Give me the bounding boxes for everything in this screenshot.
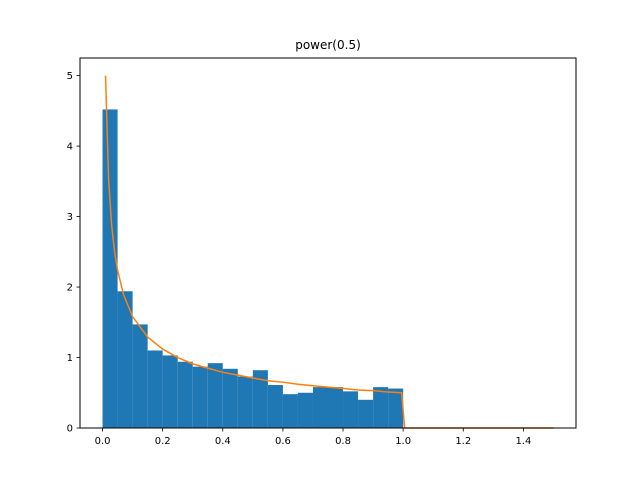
histogram-bar — [297, 392, 313, 428]
histogram-bar — [388, 388, 404, 428]
histogram-bar — [358, 399, 374, 428]
y-tick-label: 1 — [67, 353, 73, 364]
histogram-bar — [207, 363, 223, 428]
x-tick-label: 0.2 — [155, 436, 171, 447]
y-axis-ticks: 0 1 2 3 4 5 — [67, 71, 80, 435]
x-tick-label: 0.6 — [275, 436, 291, 447]
histogram-bar — [252, 370, 268, 428]
histogram-bar — [312, 387, 328, 428]
x-tick-label: 1.0 — [395, 436, 411, 447]
histogram-bar — [237, 376, 253, 428]
y-tick-label: 4 — [67, 142, 73, 153]
histogram-bar — [282, 394, 298, 428]
histogram-bar — [343, 391, 359, 428]
histogram-bar — [222, 368, 238, 428]
histogram-bar — [177, 361, 193, 428]
chart-title: power(0.5) — [295, 38, 361, 52]
x-tick-label: 0.8 — [335, 436, 351, 447]
x-tick-label: 1.2 — [455, 436, 471, 447]
histogram-bars — [102, 109, 404, 428]
y-tick-label: 0 — [67, 424, 73, 435]
y-tick-label: 3 — [67, 212, 73, 223]
histogram-bar — [147, 350, 163, 428]
y-tick-label: 2 — [67, 283, 73, 294]
x-tick-label: 0.4 — [215, 436, 231, 447]
x-tick-label: 1.4 — [515, 436, 531, 447]
histogram-bar — [373, 387, 389, 428]
x-axis-ticks: 0.0 0.2 0.4 0.6 0.8 1.0 1.2 1.4 — [95, 428, 531, 447]
histogram-bar — [117, 291, 133, 428]
histogram-bar — [162, 355, 178, 428]
histogram-bar — [267, 385, 283, 428]
histogram-bar — [192, 366, 208, 428]
histogram-bar — [102, 109, 118, 428]
histogram-bar — [328, 387, 344, 428]
plot-frame — [79, 57, 577, 429]
x-tick-label: 0.0 — [95, 436, 111, 447]
histogram-bar — [132, 324, 148, 428]
y-tick-label: 5 — [67, 71, 73, 82]
